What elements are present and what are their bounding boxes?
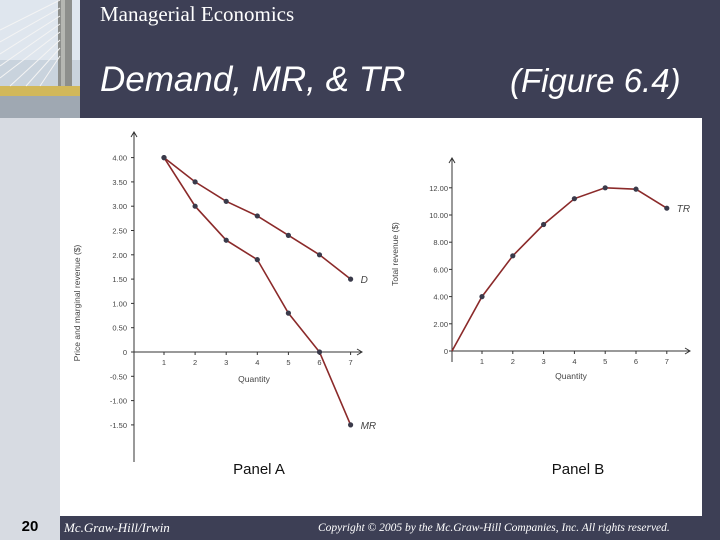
copyright-notice: Copyright © 2005 by the Mc.Graw-Hill Com… (318, 522, 670, 534)
footer-bar (0, 516, 720, 540)
panel-a-y-axis-label: Price and marginal revenue ($) (72, 244, 82, 361)
right-border (702, 114, 720, 516)
publisher-label: Mc.Graw-Hill/Irwin (64, 520, 170, 535)
y-tick-label: 6.00 (433, 265, 448, 274)
x-tick-label: 1 (162, 358, 166, 367)
series-mr-point (223, 237, 229, 243)
panel-a-y-arrow-icon (130, 131, 138, 138)
series-d-point (348, 276, 354, 282)
series-tr-point (541, 221, 547, 228)
figure-label: (Figure 6.4) (510, 62, 681, 99)
series-d-point (223, 198, 229, 204)
panel-b-x-ticks: 1 2 3 4 5 6 7 (480, 351, 669, 366)
panel-a-axes (130, 131, 363, 462)
x-tick-label: 6 (634, 357, 638, 366)
panel-b-y-ticks: 12.00 10.00 8.00 6.00 4.00 2.00 0 (429, 184, 452, 356)
y-tick-label: 0 (123, 348, 127, 357)
page-number: 20 (0, 513, 60, 540)
panel-b-series: TR (451, 185, 690, 352)
x-tick-label: 7 (665, 357, 669, 366)
series-d-point (316, 252, 323, 258)
series-mr-point (192, 203, 198, 209)
y-tick-label: 3.00 (112, 202, 127, 211)
panel-a-series: D MR (161, 155, 376, 432)
series-d-point (285, 232, 291, 238)
x-tick-label: 1 (480, 357, 484, 366)
figure-area (60, 118, 702, 516)
y-tick-label: 3.50 (112, 178, 127, 187)
series-mr-point (254, 257, 260, 263)
series-tr-point (510, 253, 516, 259)
x-tick-label: 5 (603, 357, 607, 366)
series-mr-line (163, 157, 352, 426)
y-tick-label: 0 (444, 347, 448, 356)
panel-b-axes (448, 157, 691, 362)
y-tick-label: -1.50 (110, 421, 127, 430)
series-mr-label: MR (361, 421, 377, 432)
series-tr-point (633, 186, 639, 192)
y-tick-label: 12.00 (429, 184, 448, 193)
x-tick-label: 6 (317, 358, 321, 367)
y-tick-label: 10.00 (429, 211, 448, 220)
series-mr-point (316, 349, 323, 355)
panel-b-y-axis-label: Total revenue ($) (390, 222, 400, 286)
panel-a-label: Panel A (233, 461, 285, 478)
header-bar (80, 0, 720, 118)
y-tick-label: 0.50 (112, 324, 127, 333)
series-d-point (254, 213, 260, 219)
series-mr-point (348, 422, 354, 428)
series-tr-point (479, 294, 485, 300)
panel-a-chart: 4.00 3.50 3.00 2.50 2.00 1.50 1.00 0.50 0 -0.50 -1… (72, 131, 376, 478)
y-tick-label: 8.00 (433, 238, 448, 247)
series-mr-point (161, 155, 167, 161)
x-tick-label: 3 (224, 358, 228, 367)
y-tick-label: 2.00 (433, 320, 448, 329)
x-tick-label: 2 (511, 357, 515, 366)
y-tick-label: -1.00 (110, 397, 127, 406)
series-tr-point (602, 185, 608, 191)
slide-title: Demand, MR, & TR (100, 60, 406, 99)
y-tick-label: 2.00 (112, 251, 127, 260)
panel-b-y-arrow-icon (448, 157, 456, 164)
y-tick-label: 4.00 (433, 293, 448, 302)
y-tick-label: 2.50 (112, 227, 127, 236)
series-d-point (192, 179, 198, 185)
panel-b-x-arrow-icon (684, 347, 691, 355)
bridge-photo (0, 0, 80, 118)
x-tick-label: 2 (193, 358, 197, 367)
panel-a-x-axis-label: Quantity (238, 374, 270, 384)
x-tick-label: 5 (286, 358, 290, 367)
course-title: Managerial Economics (100, 2, 295, 26)
y-tick-label: 1.50 (112, 275, 127, 284)
y-tick-label: 4.00 (112, 154, 127, 163)
series-tr-point (664, 205, 670, 211)
series-tr-line (451, 186, 668, 352)
series-mr-point (285, 310, 291, 316)
y-tick-label: -0.50 (110, 372, 127, 381)
panel-a-x-arrow-icon (356, 348, 363, 356)
x-tick-label: 3 (542, 357, 546, 366)
x-tick-label: 4 (255, 358, 259, 367)
y-tick-label: 1.00 (112, 299, 127, 308)
series-tr-point (571, 196, 578, 202)
panel-a-y-ticks: 4.00 3.50 3.00 2.50 2.00 1.50 1.00 0.50 0 -0.50 -1… (110, 154, 134, 430)
series-tr-label: TR (677, 204, 690, 215)
x-tick-label: 4 (572, 357, 576, 366)
panel-b-label: Panel B (552, 461, 605, 478)
x-tick-label: 7 (349, 358, 353, 367)
panel-b-chart: 12.00 10.00 8.00 6.00 4.00 2.00 0 1 2 3 4 5 6 7 TR Q… (390, 157, 691, 478)
series-d-label: D (361, 275, 368, 286)
panel-b-x-axis-label: Quantity (555, 371, 587, 381)
